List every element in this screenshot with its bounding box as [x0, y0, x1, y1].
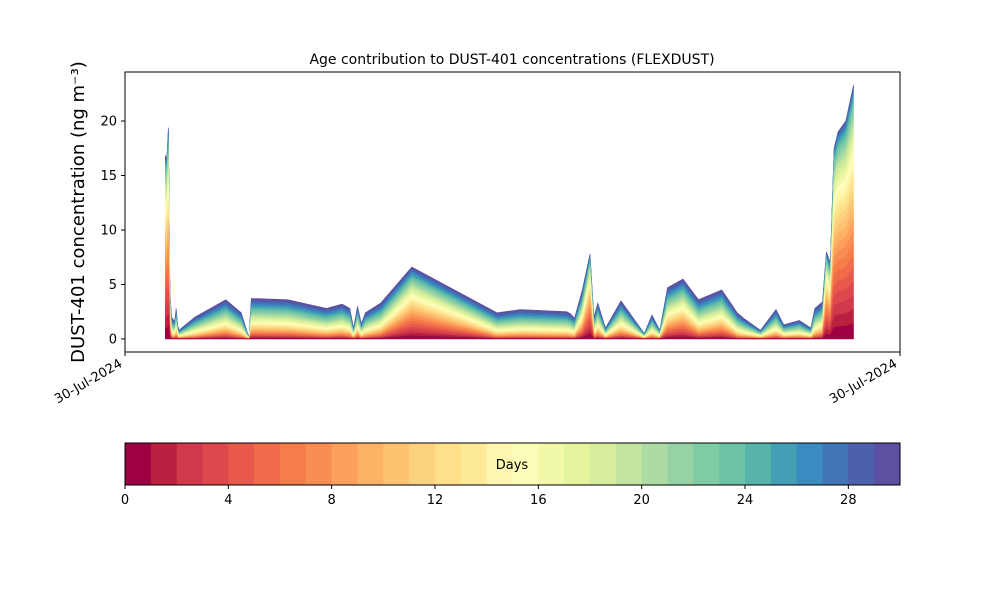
- colorbar-cell-11: [409, 443, 436, 485]
- colorbar-cell-15: [512, 443, 539, 485]
- colorbar-cell-10: [383, 443, 410, 485]
- plot-frame: [124, 71, 901, 353]
- colorbar-cell-2: [176, 443, 203, 485]
- colorbar-cell-5: [254, 443, 281, 485]
- colorbar-tick-label: 8: [328, 493, 336, 508]
- colorbar-cell-4: [228, 443, 255, 485]
- colorbar-cell-29: [874, 443, 901, 485]
- y-tick-label: 20: [100, 115, 117, 130]
- y-tick-label: 5: [109, 278, 117, 293]
- colorbar-cell-23: [719, 443, 746, 485]
- colorbar-cell-14: [486, 443, 513, 485]
- colorbar-cell-12: [435, 443, 462, 485]
- colorbar-cell-6: [280, 443, 307, 485]
- colorbar-cells: [125, 443, 901, 485]
- y-tick-label: 10: [100, 223, 117, 238]
- colorbar-ticks: 0 4 8 12 16 20 24 28: [121, 485, 857, 508]
- colorbar-cell-26: [796, 443, 823, 485]
- colorbar-tick-label: 20: [633, 493, 650, 508]
- colorbar-cell-19: [615, 443, 643, 485]
- age-band-29: [165, 85, 854, 338]
- colorbar-tick-label: 16: [530, 493, 547, 508]
- x-tick-label: 30-Jul-2024: [52, 356, 125, 407]
- colorbar-cell-8: [331, 443, 358, 485]
- colorbar-cell-22: [693, 443, 720, 485]
- colorbar-cell-1: [150, 443, 178, 485]
- colorbar-cell-7: [305, 443, 333, 485]
- main-plot: Age contribution to DUST-401 concentrati…: [52, 52, 901, 407]
- colorbar-tick-label: 0: [121, 493, 129, 508]
- colorbar-cell-28: [848, 443, 875, 485]
- y-axis-label: DUST-401 concentration (ng m⁻³): [68, 61, 89, 363]
- age-band-0: [165, 323, 854, 340]
- y-tick-label: 0: [109, 332, 117, 347]
- y-tick-label: 15: [100, 169, 117, 184]
- colorbar-cell-24: [745, 443, 772, 485]
- colorbar-tick-label: 12: [427, 493, 444, 508]
- x-axis-ticks: 30-Jul-2024 30-Jul-2024: [52, 352, 901, 407]
- colorbar-frame: [124, 442, 901, 486]
- colorbar-cell-16: [538, 443, 565, 485]
- colorbar: Days 0 4 8 12 16 20 24 28: [121, 442, 901, 508]
- colorbar-cell-18: [590, 443, 617, 485]
- x-tick-label: 30-Jul-2024: [827, 356, 900, 407]
- colorbar-cell-25: [770, 443, 798, 485]
- colorbar-cell-21: [667, 443, 694, 485]
- colorbar-cell-3: [202, 443, 229, 485]
- colorbar-tick-label: 4: [224, 493, 232, 508]
- colorbar-cell-9: [357, 443, 384, 485]
- colorbar-cell-27: [822, 443, 849, 485]
- stacked-area-layers: [165, 85, 854, 340]
- colorbar-cell-20: [641, 443, 668, 485]
- colorbar-tick-label: 28: [840, 493, 857, 508]
- colorbar-cell-13: [460, 443, 488, 485]
- y-axis-ticks: 0 5 10 15 20: [100, 115, 125, 347]
- chart-title: Age contribution to DUST-401 concentrati…: [309, 52, 714, 68]
- colorbar-tick-label: 24: [737, 493, 754, 508]
- colorbar-cell-0: [125, 443, 152, 485]
- colorbar-cell-17: [564, 443, 591, 485]
- colorbar-label: Days: [496, 458, 529, 473]
